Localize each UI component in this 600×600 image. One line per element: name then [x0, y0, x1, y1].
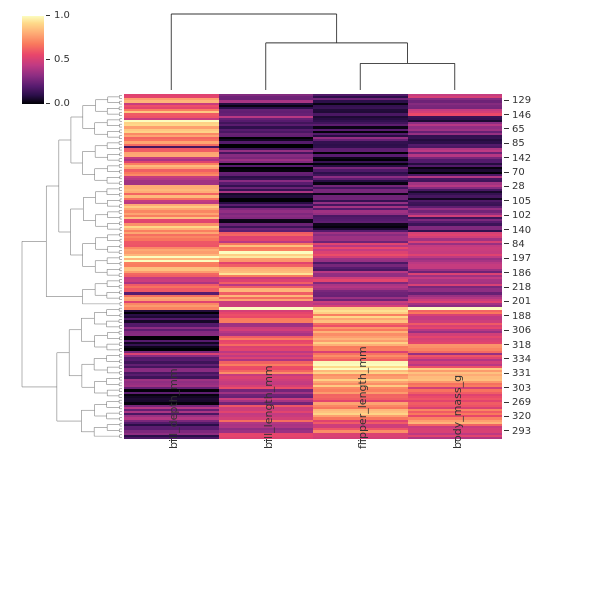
y-tick-label: 186 [504, 268, 531, 279]
y-tick-label: 293 [504, 426, 531, 437]
column-dendrogram [124, 14, 502, 90]
y-tick-label: 146 [504, 110, 531, 121]
y-tick-label: 84 [504, 239, 525, 250]
colorbar-tick: 0.5 [46, 54, 70, 65]
y-tick-label: 197 [504, 253, 531, 264]
y-tick-label: 142 [504, 153, 531, 164]
y-tick-label: 85 [504, 138, 525, 149]
colorbar-gradient [22, 16, 44, 104]
y-tick-label: 318 [504, 340, 531, 351]
row-dendrogram [22, 94, 122, 439]
y-tick-label: 102 [504, 210, 531, 221]
y-tick-label: 334 [504, 354, 531, 365]
y-tick-label: 320 [504, 411, 531, 422]
y-tick-label: 201 [504, 296, 531, 307]
y-tick-label: 331 [504, 368, 531, 379]
y-tick-label: 188 [504, 311, 531, 322]
y-tick-label: 129 [504, 95, 531, 106]
colorbar-tick: 0.0 [46, 98, 70, 109]
colorbar-tick: 1.0 [46, 10, 70, 21]
heatmap [124, 94, 502, 439]
y-tick-label: 306 [504, 325, 531, 336]
x-tick-label: body_mass_g [451, 375, 464, 449]
x-tick-label: bill_depth_mm [167, 368, 180, 449]
y-tick-label: 303 [504, 383, 531, 394]
y-tick-label: 28 [504, 181, 525, 192]
y-tick-label: 65 [504, 124, 525, 135]
y-tick-label: 140 [504, 225, 531, 236]
y-tick-label: 269 [504, 397, 531, 408]
x-tick-label: flipper_length_mm [356, 346, 369, 449]
x-tick-label: bill_length_mm [262, 365, 275, 449]
y-tick-label: 105 [504, 196, 531, 207]
colorbar [22, 16, 44, 104]
y-tick-label: 218 [504, 282, 531, 293]
y-tick-label: 70 [504, 167, 525, 178]
